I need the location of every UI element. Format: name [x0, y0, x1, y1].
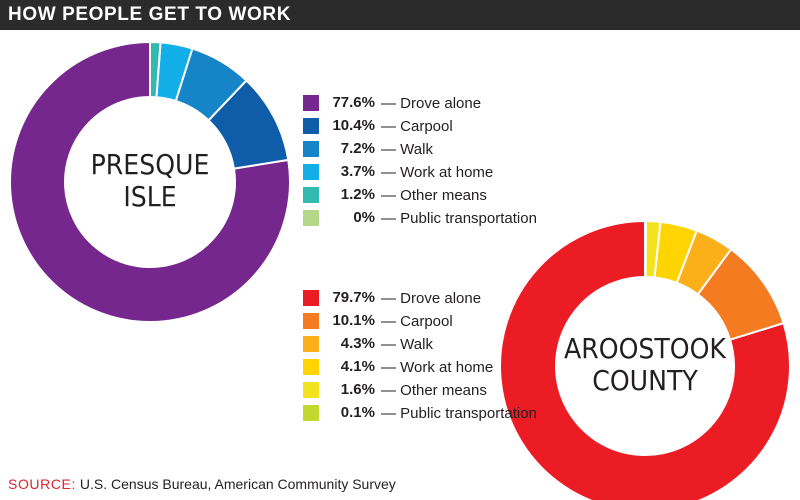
page-title: HOW PEOPLE GET TO WORK	[8, 4, 292, 25]
legend-value: 79.7%	[332, 289, 375, 306]
center-label-line-2: COUNTY	[592, 364, 698, 397]
legend-label: — Public transportation	[381, 405, 537, 422]
legend-swatch	[303, 141, 319, 157]
legend-swatch	[303, 405, 319, 421]
legend-label: — Drove alone	[381, 290, 482, 307]
legend-swatch	[303, 290, 319, 306]
legend-value: 0%	[353, 209, 375, 226]
legend-swatch	[303, 95, 319, 111]
legend-swatch	[303, 313, 319, 329]
slice-work-at-home	[653, 220, 699, 285]
source-text: U.S. Census Bureau, American Community S…	[76, 476, 396, 492]
legend-swatch	[303, 210, 319, 226]
header-bar: HOW PEOPLE GET TO WORK	[0, 0, 800, 30]
legend-value: 0.1%	[340, 404, 375, 421]
legend-value: 3.7%	[340, 163, 375, 180]
legend-swatch	[303, 118, 319, 134]
slice-drove-alone	[499, 219, 791, 500]
legend-label: — Public transportation	[381, 210, 537, 227]
slice-carpool	[207, 79, 290, 170]
slice-carpool	[696, 247, 785, 341]
legend-swatch	[303, 187, 319, 203]
legend-label: — Walk	[381, 336, 433, 353]
legend-value: 10.1%	[332, 312, 375, 329]
legend-label: — Work at home	[381, 359, 494, 376]
legend-value: 4.3%	[340, 335, 375, 352]
legend-label: — Carpool	[381, 313, 453, 330]
legend-swatch	[303, 382, 319, 398]
legend-value: 4.1%	[340, 358, 375, 375]
slice-work-at-home	[155, 41, 194, 103]
legend-label: — Walk	[381, 141, 433, 158]
legend-label: — Carpool	[381, 118, 453, 135]
legend-swatch	[303, 336, 319, 352]
center-label-line-1: PRESQUE	[91, 148, 210, 181]
legend-value: 1.2%	[340, 186, 375, 203]
legend-label: — Other means	[381, 382, 487, 399]
slice-public-transportation	[644, 219, 647, 279]
source-label: SOURCE:	[8, 476, 76, 492]
slice-drove-alone	[9, 40, 291, 323]
source-note: SOURCE: U.S. Census Bureau, American Com…	[8, 476, 396, 492]
legend-label: — Work at home	[381, 164, 494, 181]
legend-value: 7.2%	[340, 140, 375, 157]
center-label-line-2: ISLE	[123, 180, 176, 213]
slice-walk	[675, 229, 733, 296]
legend-value: 10.4%	[332, 117, 375, 134]
legend-value: 1.6%	[340, 381, 375, 398]
slice-walk	[174, 47, 248, 122]
slice-other-means	[149, 40, 162, 99]
legend-value: 77.6%	[332, 94, 375, 111]
legend-label: — Drove alone	[381, 95, 482, 112]
center-label-line-1: AROOSTOOK	[564, 332, 727, 365]
legend-label: — Other means	[381, 187, 487, 204]
legend-swatch	[303, 164, 319, 180]
legend-swatch	[303, 359, 319, 375]
